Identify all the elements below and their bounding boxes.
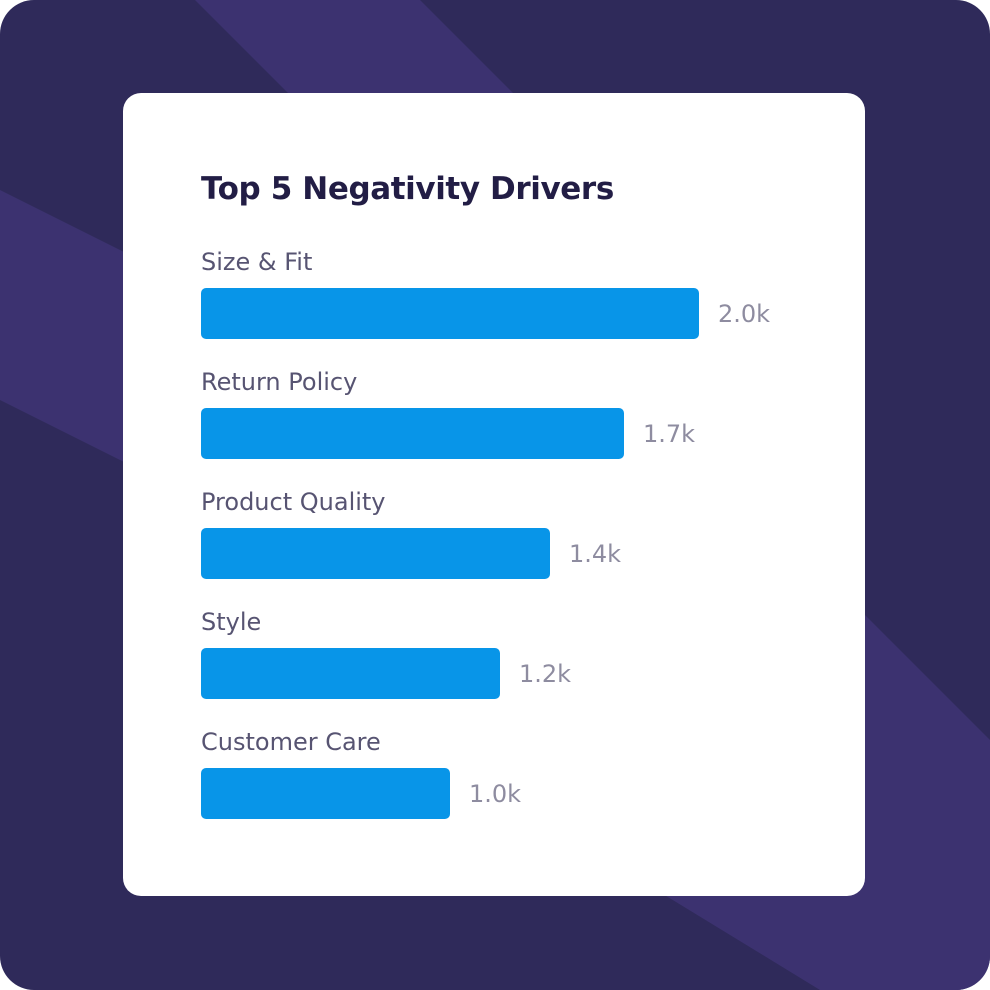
bar — [201, 768, 450, 819]
chart-card: Top 5 Negativity Drivers Size & Fit 2.0k R… — [123, 93, 865, 896]
category-label: Return Policy — [201, 368, 358, 396]
bar-row: Return Policy 1.7k — [201, 365, 841, 459]
category-label: Product Quality — [201, 488, 386, 516]
value-label: 1.4k — [569, 540, 622, 568]
bar — [201, 408, 624, 459]
value-label: 1.7k — [643, 420, 696, 448]
category-label: Size & Fit — [201, 248, 313, 276]
category-label: Style — [201, 608, 262, 636]
bar-row: Product Quality 1.4k — [201, 485, 841, 579]
value-label: 1.2k — [519, 660, 572, 688]
bar — [201, 648, 500, 699]
bar-row: Customer Care 1.0k — [201, 725, 841, 819]
value-label: 2.0k — [718, 300, 771, 328]
chart-title: Top 5 Negativity Drivers — [201, 171, 614, 207]
bar — [201, 528, 550, 579]
stripe-left — [0, 190, 140, 470]
bar — [201, 288, 699, 339]
bar-row: Size & Fit 2.0k — [201, 245, 841, 339]
bar-row: Style 1.2k — [201, 605, 841, 699]
category-label: Customer Care — [201, 728, 381, 756]
value-label: 1.0k — [469, 780, 522, 808]
